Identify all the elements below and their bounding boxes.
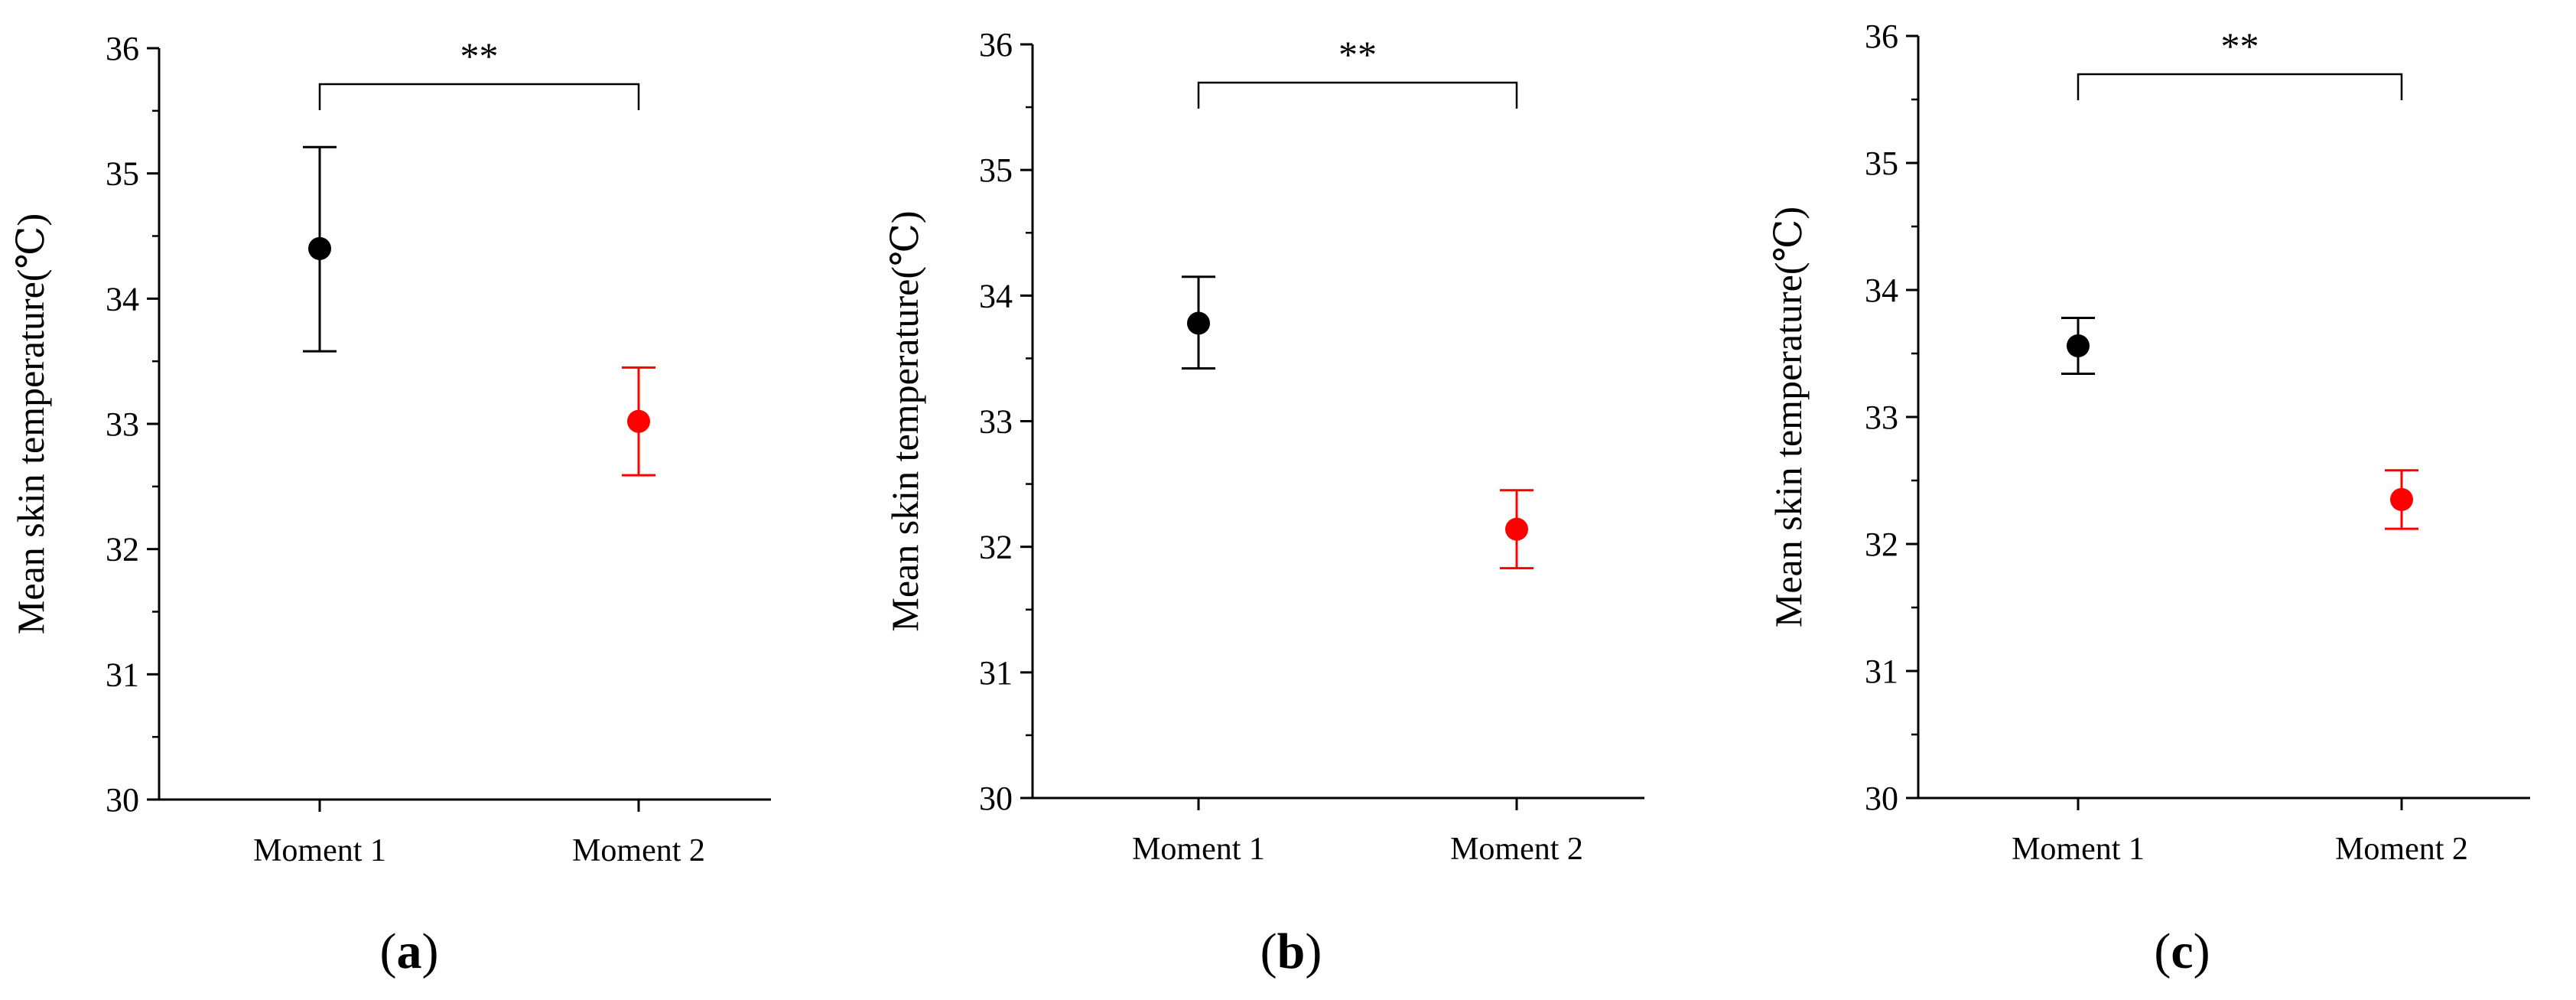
panel-label-open: ( — [380, 923, 397, 979]
x-category-label: Moment 1 — [2012, 832, 2145, 867]
panel-label-close: ) — [2194, 923, 2210, 979]
significance-label: ** — [1338, 33, 1377, 76]
chart-panel-1: 30 31 32 33 34 35 36 Moment 1 Moment 2 Mean skin … — [9, 30, 771, 979]
y-tick-label: 36 — [979, 26, 1013, 64]
significance-label: ** — [460, 34, 499, 77]
panel-label-open: ( — [2154, 923, 2171, 979]
y-tick-label: 32 — [979, 529, 1013, 566]
y-tick-label: 35 — [1865, 145, 1898, 182]
x-category-label: Moment 2 — [572, 833, 705, 868]
y-tick-label: 30 — [1865, 780, 1898, 817]
significance-bracket — [2077, 73, 2403, 100]
x-category-label: Moment 2 — [1450, 832, 1583, 867]
significance-label: ** — [2221, 24, 2259, 67]
panel-label-letter: c — [2171, 923, 2193, 979]
y-tick-label: 34 — [106, 280, 139, 318]
panel-label: (b) — [1260, 923, 1322, 979]
y-tick-label: 35 — [106, 155, 139, 193]
y-tick-label: 34 — [1865, 272, 1898, 309]
mean-point-2 — [627, 409, 650, 433]
y-tick-label: 36 — [106, 30, 139, 67]
panel-label: (c) — [2154, 923, 2210, 979]
y-tick-label: 31 — [106, 656, 139, 693]
panel-label-letter: a — [397, 923, 422, 979]
y-tick-label: 33 — [979, 403, 1013, 441]
y-tick-label: 36 — [1865, 18, 1898, 55]
mean-point-1 — [1187, 311, 1210, 335]
mean-point-1 — [308, 236, 331, 260]
y-axis-title: Mean skin temperature(℃) — [1767, 207, 1810, 627]
mean-point-1 — [2067, 334, 2090, 358]
y-tick-label: 30 — [979, 780, 1013, 817]
y-tick-label: 35 — [979, 151, 1013, 189]
mean-point-2 — [2390, 487, 2413, 511]
panel-label: (a) — [380, 923, 439, 979]
significance-bracket — [318, 83, 640, 110]
y-axis-title: Mean skin temperature(℃) — [9, 213, 52, 634]
y-tick-label: 33 — [1865, 399, 1898, 436]
panel-label-letter: b — [1277, 923, 1306, 979]
y-axis-title: Mean skin temperature(℃) — [883, 210, 926, 631]
significance-bracket — [1197, 81, 1518, 109]
x-category-label: Moment 1 — [253, 833, 386, 868]
panel-label-open: ( — [1260, 923, 1277, 979]
x-category-label: Moment 2 — [2335, 832, 2468, 867]
y-tick-label: 32 — [1865, 526, 1898, 563]
y-tick-label: 31 — [1865, 653, 1898, 690]
mean-point-2 — [1505, 517, 1528, 541]
y-tick-label: 30 — [106, 781, 139, 819]
panel-label-close: ) — [422, 923, 439, 979]
y-tick-label: 33 — [106, 406, 139, 443]
y-tick-label: 31 — [979, 654, 1013, 692]
x-category-label: Moment 1 — [1132, 832, 1265, 867]
chart-panel-3: 30 31 32 33 34 35 36 Moment 1 Moment 2 Mean skin … — [1767, 18, 2530, 979]
y-tick-label: 32 — [106, 531, 139, 568]
panel-label-close: ) — [1305, 923, 1322, 979]
chart-panel-2: 30 31 32 33 34 35 36 Moment 1 Moment 2 Mean skin … — [883, 26, 1644, 979]
y-tick-label: 34 — [979, 277, 1013, 314]
